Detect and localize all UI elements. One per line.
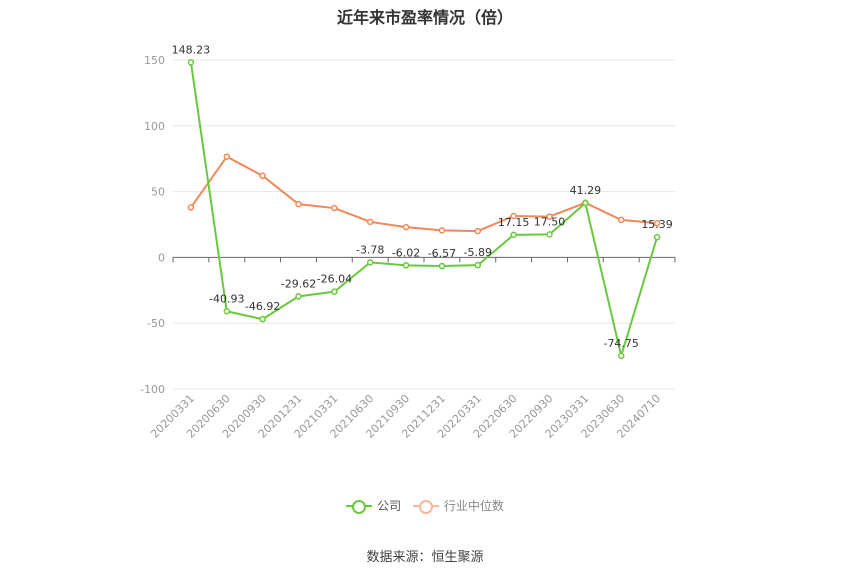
data-point-company[interactable] xyxy=(187,59,195,66)
data-label-company: -6.57 xyxy=(428,247,456,260)
series-lines xyxy=(187,59,661,360)
y-tick-label: 100 xyxy=(144,120,165,133)
data-labels: 148.23 -40.93-46.92-29.62 -26.04 -3.78 -6.02… xyxy=(172,43,673,349)
legend-item-company[interactable]: 公司 xyxy=(346,497,401,514)
chart-title: 近年来市盈率情况（倍） xyxy=(336,8,513,27)
y-tick-label: 0 xyxy=(158,251,165,264)
data-label-company: -74.75 xyxy=(603,337,638,350)
data-point-industry-median[interactable] xyxy=(653,219,661,227)
data-point-company[interactable] xyxy=(331,288,338,295)
data-label-company: -3.78 xyxy=(356,243,384,256)
data-point-company[interactable] xyxy=(474,261,482,269)
series-line-industry-median xyxy=(190,155,658,233)
data-label-company: -46.92 xyxy=(245,300,280,313)
data-point-company[interactable] xyxy=(510,231,517,239)
data-point-industry-median[interactable] xyxy=(402,223,410,231)
data-label-company: -26.04 xyxy=(317,273,352,286)
data-point-company[interactable] xyxy=(653,233,661,241)
data-label-company: -6.02 xyxy=(392,246,420,259)
data-label-company: -29.62 xyxy=(281,277,316,290)
data-source-note: 数据来源：恒生聚源 xyxy=(366,550,484,565)
data-label-company: 17.15 xyxy=(498,216,530,229)
data-point-company[interactable] xyxy=(223,308,231,315)
data-point-company[interactable] xyxy=(438,262,446,270)
data-label-company: -40.93 xyxy=(209,292,244,305)
series-line-company xyxy=(189,62,659,360)
legend-marker-industry-median xyxy=(412,499,439,514)
data-label-company: 15.39 xyxy=(641,218,673,231)
legend-marker-company xyxy=(346,499,373,514)
data-point-industry-median[interactable] xyxy=(259,172,266,180)
data-point-company[interactable] xyxy=(546,231,553,238)
legend-item-industry-median[interactable]: 行业中位数 xyxy=(412,497,504,514)
data-label-company: 17.50 xyxy=(534,215,566,228)
data-point-industry-median[interactable] xyxy=(546,213,553,220)
data-label-company: 41.29 xyxy=(570,184,602,197)
data-point-industry-median[interactable] xyxy=(474,227,482,235)
data-point-company[interactable] xyxy=(366,259,374,266)
legend-label-company: 公司 xyxy=(377,499,402,513)
legend-label-industry-median: 行业中位数 xyxy=(443,499,504,513)
y-tick-label: 50 xyxy=(151,186,165,199)
data-point-industry-median[interactable] xyxy=(223,153,231,160)
data-point-industry-median[interactable] xyxy=(617,216,625,224)
data-point-company[interactable] xyxy=(259,315,266,323)
data-point-company[interactable] xyxy=(402,262,410,269)
line-chart: -100-50050100150202003312020063020200930… xyxy=(140,43,676,441)
data-point-company[interactable] xyxy=(617,352,625,360)
data-point-industry-median[interactable] xyxy=(438,227,446,234)
data-point-industry-median[interactable] xyxy=(510,212,517,220)
data-point-industry-median[interactable] xyxy=(331,204,338,212)
data-point-company[interactable] xyxy=(295,293,302,300)
data-label-company: -5.89 xyxy=(464,246,492,259)
y-tick-label: -50 xyxy=(147,317,165,330)
data-point-industry-median[interactable] xyxy=(295,200,302,208)
y-tick-label: 150 xyxy=(144,54,165,67)
legend: 公司 行业中位数 xyxy=(0,497,850,516)
data-label-company: 148.23 xyxy=(172,43,211,56)
grid-lines xyxy=(173,59,675,390)
data-point-company[interactable] xyxy=(582,199,589,207)
y-tick-label: -100 xyxy=(140,383,165,396)
data-point-industry-median[interactable] xyxy=(366,218,374,226)
data-point-industry-median[interactable] xyxy=(187,204,195,211)
